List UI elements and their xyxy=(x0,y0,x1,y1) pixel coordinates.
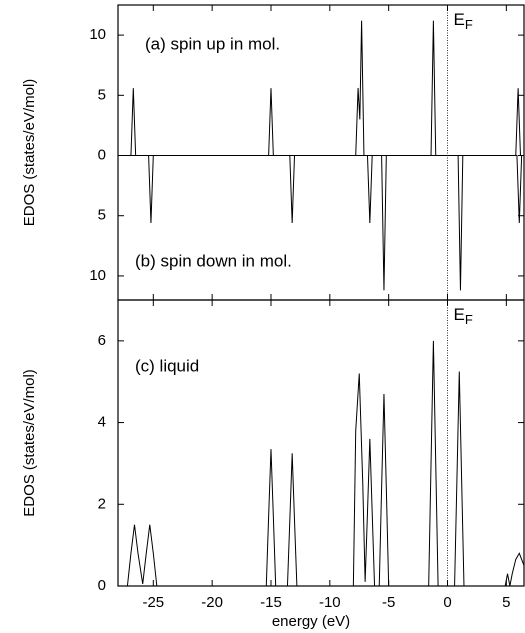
y-tick-label: 6 xyxy=(98,332,106,349)
fermi-label-sub: F xyxy=(465,17,473,32)
y-tick-label: 2 xyxy=(98,495,106,512)
y-tick-label: 0 xyxy=(98,146,106,163)
fermi-label: EF xyxy=(454,10,473,32)
fermi-label-sub: F xyxy=(465,312,473,327)
fermi-label: EF xyxy=(454,305,473,327)
fermi-label-main: E xyxy=(454,305,465,324)
x-axis-label: energy (eV) xyxy=(272,613,350,630)
x-tick-label: -15 xyxy=(260,594,282,611)
fermi-label-main: E xyxy=(454,10,465,29)
y-axis-label: EDOS (states/eV/mol) xyxy=(21,79,38,227)
x-tick-label: 5 xyxy=(502,594,510,611)
dos-line xyxy=(118,340,525,587)
y-tick-label: 0 xyxy=(98,577,106,594)
y-tick-label: 5 xyxy=(98,207,106,224)
y-axis-label: EDOS (states/eV/mol) xyxy=(21,369,38,517)
panel-annotation: (c) liquid xyxy=(135,356,199,375)
y-tick-label: 5 xyxy=(98,86,106,103)
y-tick-label: 10 xyxy=(89,26,106,43)
x-tick-label: -25 xyxy=(142,594,164,611)
x-tick-label: -5 xyxy=(382,594,395,611)
x-tick-label: -10 xyxy=(319,594,341,611)
y-tick-label: 4 xyxy=(98,414,106,431)
x-tick-label: -20 xyxy=(201,594,223,611)
panel-annotation: (a) spin up in mol. xyxy=(145,34,280,53)
panel-annotation: (b) spin down in mol. xyxy=(135,251,292,270)
dos-line xyxy=(118,155,523,291)
y-tick-label: 10 xyxy=(89,267,106,284)
x-tick-label: 0 xyxy=(443,594,451,611)
